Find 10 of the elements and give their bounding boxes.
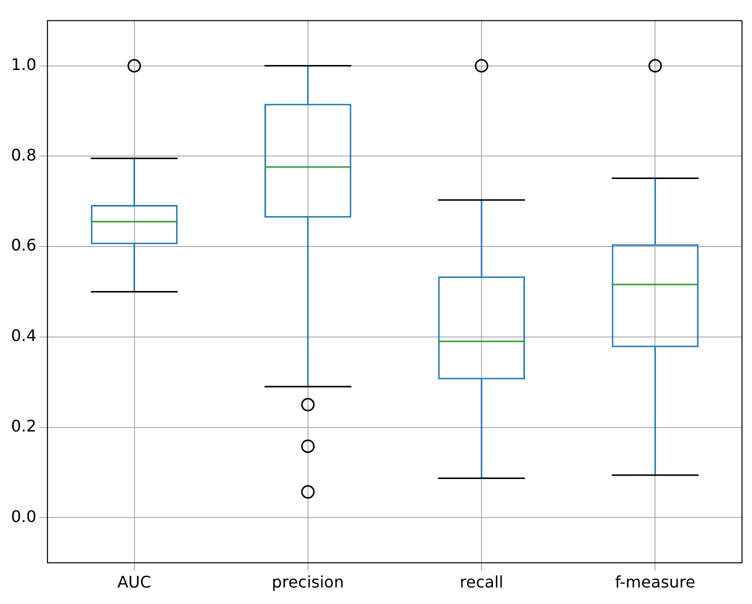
x-tick-label: precision xyxy=(272,572,344,592)
x-tick-label: f-measure xyxy=(615,572,696,592)
y-tick-label: 0.2 xyxy=(10,416,36,436)
y-tick-label: 0.6 xyxy=(10,236,36,255)
y-tick-label: 0.8 xyxy=(10,145,36,164)
x-tick-label: AUC xyxy=(117,572,152,592)
y-tick-label: 1.0 xyxy=(10,54,36,74)
y-tick-label: 0.4 xyxy=(10,326,36,346)
y-tick-label: 0.0 xyxy=(10,506,36,526)
x-tick-label: recall xyxy=(460,572,504,592)
